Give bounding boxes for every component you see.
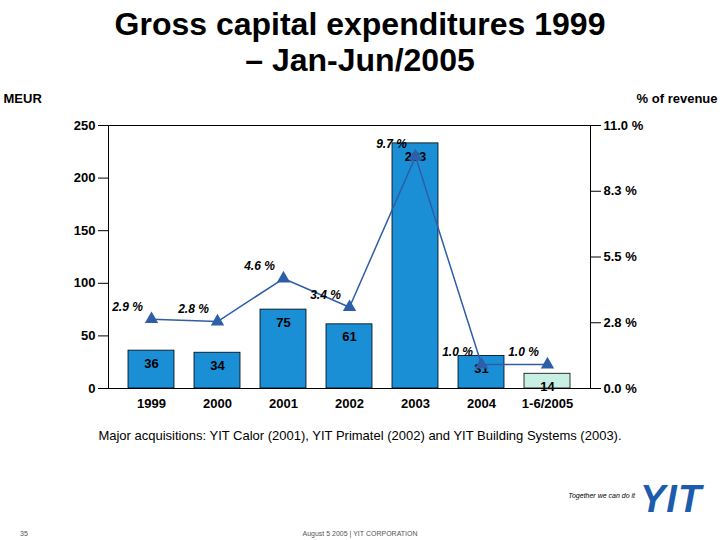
html-text:Major acquisitions: YIT Calor: Major acquisitions: YIT Calor (2001), YI… bbox=[98, 428, 622, 443]
svg-text:233: 233 bbox=[405, 149, 427, 164]
svg-text:34: 34 bbox=[210, 358, 225, 373]
svg-text:2.9 %: 2.9 % bbox=[111, 300, 143, 314]
svg-text:9.7 %: 9.7 % bbox=[376, 137, 407, 151]
svg-text:8.3 %: 8.3 % bbox=[604, 183, 638, 198]
svg-text:5.5 %: 5.5 % bbox=[604, 249, 638, 264]
html-text:Together we can do it: Together we can do it bbox=[568, 492, 635, 499]
svg-text:1-6/2005: 1-6/2005 bbox=[522, 396, 573, 411]
svg-text:2.8 %: 2.8 % bbox=[604, 315, 638, 330]
html-text:35: 35 bbox=[20, 530, 28, 537]
svg-text:2.8 %: 2.8 % bbox=[177, 302, 209, 316]
svg-text:3.4 %: 3.4 % bbox=[310, 288, 341, 302]
svg-text:14: 14 bbox=[540, 379, 555, 394]
svg-text:150: 150 bbox=[74, 223, 96, 238]
svg-text:75: 75 bbox=[276, 315, 290, 330]
svg-text:1999: 1999 bbox=[137, 396, 166, 411]
svg-text:2001: 2001 bbox=[269, 396, 298, 411]
svg-text:36: 36 bbox=[144, 356, 158, 371]
svg-text:2002: 2002 bbox=[335, 396, 364, 411]
svg-text:4.6 %: 4.6 % bbox=[243, 259, 275, 273]
html-text:Gross capital expenditures 199: Gross capital expenditures 1999 – Jan-Ju… bbox=[114, 6, 606, 78]
svg-text:0.0 %: 0.0 % bbox=[604, 381, 638, 396]
svg-text:2003: 2003 bbox=[401, 396, 430, 411]
svg-text:100: 100 bbox=[74, 275, 96, 290]
svg-text:MEUR: MEUR bbox=[4, 91, 43, 106]
html-text:August 5 2005 | YIT CORPORATIO: August 5 2005 | YIT CORPORATION bbox=[302, 530, 418, 537]
html-text:YIT: YIT bbox=[640, 478, 703, 520]
svg-text:2004: 2004 bbox=[467, 396, 497, 411]
svg-text:200: 200 bbox=[74, 170, 96, 185]
svg-text:250: 250 bbox=[74, 118, 96, 133]
svg-text:0: 0 bbox=[88, 381, 95, 396]
svg-text:% of revenue: % of revenue bbox=[637, 91, 718, 106]
svg-text:61: 61 bbox=[342, 329, 356, 344]
svg-text:31: 31 bbox=[474, 361, 489, 376]
svg-text:1.0 %: 1.0 % bbox=[508, 345, 539, 359]
svg-text:2000: 2000 bbox=[203, 396, 232, 411]
svg-text:50: 50 bbox=[81, 328, 95, 343]
svg-text:11.0 %: 11.0 % bbox=[604, 118, 644, 133]
svg-text:1.0 %: 1.0 % bbox=[442, 345, 473, 359]
